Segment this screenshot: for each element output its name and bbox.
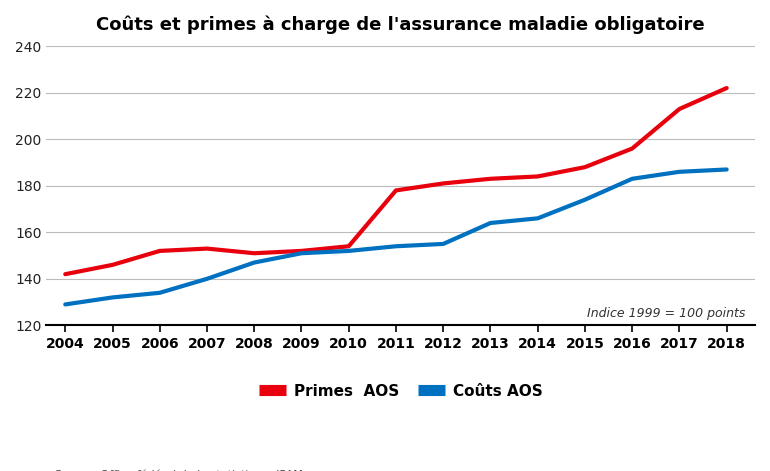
Coûts AOS <box>249 260 259 265</box>
Coûts AOS <box>722 167 732 172</box>
Primes  AOS <box>675 106 684 112</box>
Text: Source: Office fédéral de la statistique, IPAM: Source: Office fédéral de la statistique… <box>54 470 302 471</box>
Primes  AOS <box>203 246 212 252</box>
Primes  AOS <box>155 248 164 254</box>
Text: Indice 1999 = 100 points: Indice 1999 = 100 points <box>588 307 745 319</box>
Primes  AOS <box>297 248 306 254</box>
Primes  AOS <box>581 164 590 170</box>
Coûts AOS <box>391 244 400 249</box>
Primes  AOS <box>108 262 117 268</box>
Primes  AOS <box>486 176 495 182</box>
Coûts AOS <box>486 220 495 226</box>
Coûts AOS <box>628 176 637 182</box>
Coûts AOS <box>439 241 448 247</box>
Coûts AOS <box>61 301 70 307</box>
Primes  AOS <box>722 85 732 91</box>
Coûts AOS <box>203 276 212 282</box>
Primes  AOS <box>391 187 400 193</box>
Coûts AOS <box>533 216 542 221</box>
Line: Primes  AOS: Primes AOS <box>65 88 727 274</box>
Coûts AOS <box>675 169 684 175</box>
Legend: Primes  AOS, Coûts AOS: Primes AOS, Coûts AOS <box>253 378 548 405</box>
Coûts AOS <box>297 251 306 256</box>
Coûts AOS <box>581 197 590 203</box>
Coûts AOS <box>108 295 117 300</box>
Title: Coûts et primes à charge de l'assurance maladie obligatoire: Coûts et primes à charge de l'assurance … <box>96 15 705 33</box>
Primes  AOS <box>533 174 542 179</box>
Primes  AOS <box>249 251 259 256</box>
Line: Coûts AOS: Coûts AOS <box>65 170 727 304</box>
Primes  AOS <box>628 146 637 151</box>
Coûts AOS <box>155 290 164 296</box>
Primes  AOS <box>344 244 353 249</box>
Primes  AOS <box>439 180 448 186</box>
Coûts AOS <box>344 248 353 254</box>
Primes  AOS <box>61 271 70 277</box>
